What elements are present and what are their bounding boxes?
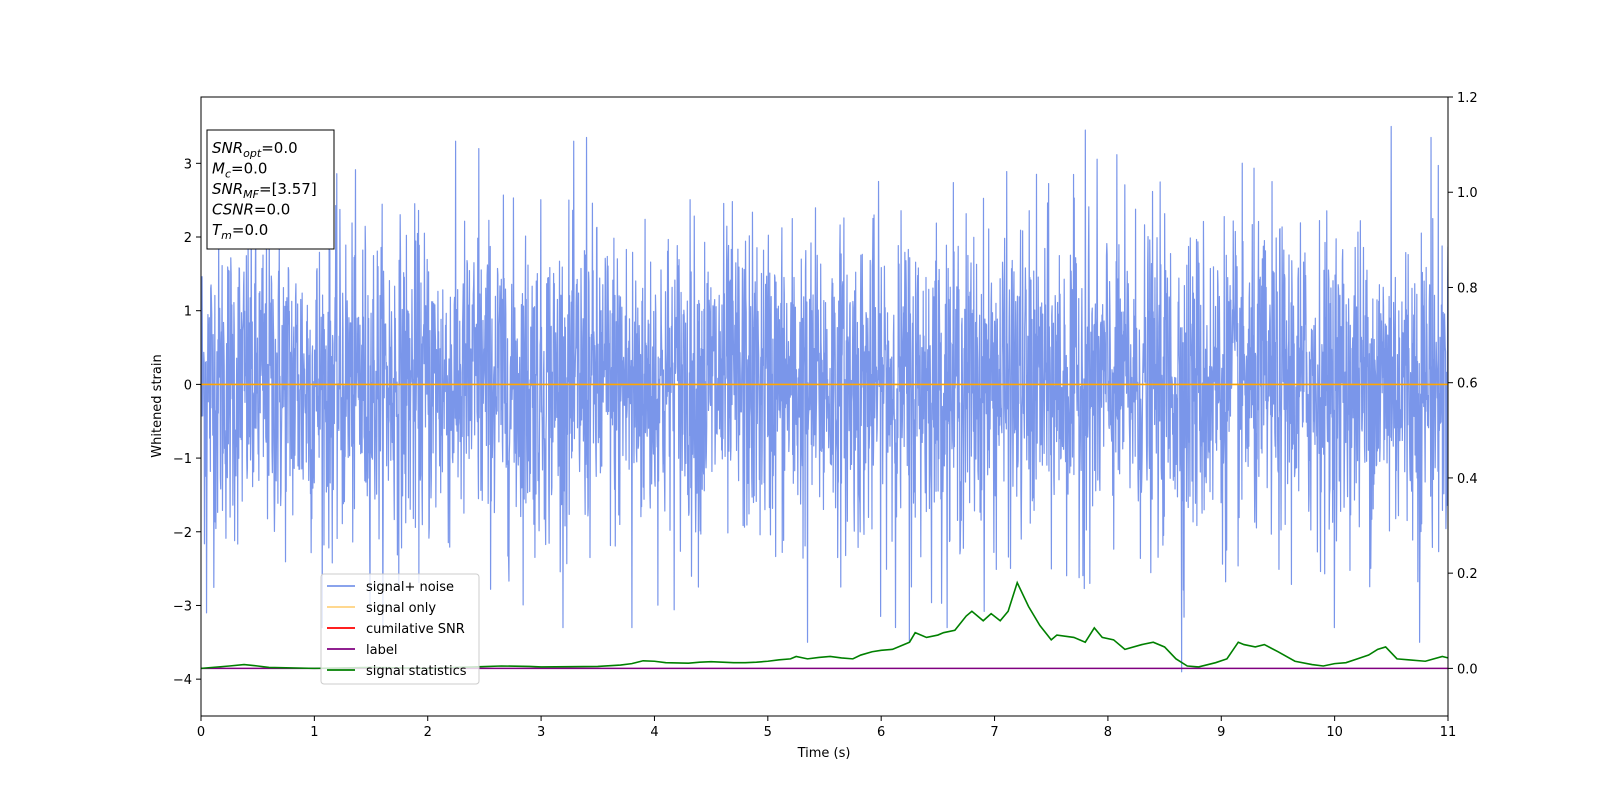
x-tick-label: 7 bbox=[990, 725, 998, 740]
legend-entry: label bbox=[366, 643, 397, 658]
x-tick-label: 4 bbox=[650, 725, 658, 740]
x-tick-label: 8 bbox=[1104, 725, 1112, 740]
x-tick-label: 1 bbox=[310, 725, 318, 740]
legend-entry: cumilative SNR bbox=[366, 622, 465, 637]
x-tick-label: 6 bbox=[877, 725, 885, 740]
y2-tick-label: 0.6 bbox=[1457, 377, 1478, 392]
legend-entry: signal+ noise bbox=[366, 580, 454, 595]
x-tick-label: 0 bbox=[197, 725, 205, 740]
y2-tick-label: 0.8 bbox=[1457, 281, 1478, 296]
y-tick-label: 0 bbox=[184, 378, 192, 393]
annotation-line: SNRopt=0.0 bbox=[212, 139, 298, 160]
series-signal-statistics bbox=[201, 580, 1448, 670]
y-tick-label: −1 bbox=[173, 452, 192, 467]
legend-frame bbox=[320, 573, 480, 685]
annotation-line: Tm=0.0 bbox=[212, 221, 268, 242]
annotation-line: CSNR=0.0 bbox=[212, 201, 290, 219]
x-tick-label: 2 bbox=[424, 725, 432, 740]
series-signal-noise bbox=[201, 125, 1448, 673]
annotation-frame bbox=[206, 129, 335, 250]
y-tick-label: 1 bbox=[184, 305, 192, 320]
y2-tick-label: 0.2 bbox=[1457, 567, 1478, 582]
plot-frame bbox=[200, 96, 1449, 717]
y2-tick-label: 1.0 bbox=[1457, 186, 1478, 201]
y-tick-label: −2 bbox=[173, 526, 192, 541]
annotation-line: SNRMF=[3.57] bbox=[212, 180, 317, 201]
x-tick-label: 3 bbox=[537, 725, 545, 740]
y-axis-right: 1.2 1.0 0.8 0.6 0.4 0.2 0.0 bbox=[1448, 91, 1478, 677]
x-tick-label: 10 bbox=[1326, 725, 1343, 740]
annotation-line: Mc=0.0 bbox=[212, 160, 267, 181]
x-tick-label: 9 bbox=[1217, 725, 1225, 740]
y-tick-label: 3 bbox=[184, 157, 192, 172]
y2-tick-label: 0.0 bbox=[1457, 662, 1478, 677]
y2-tick-label: 0.4 bbox=[1457, 472, 1478, 487]
y-axis-label: Whitened strain bbox=[150, 354, 165, 457]
x-tick-label: 11 bbox=[1440, 725, 1457, 740]
y-axis-left: 3 2 1 0 −1 −2 −3 −4 bbox=[173, 157, 201, 688]
x-axis: 0 1 2 3 4 5 6 7 8 9 10 11 bbox=[197, 716, 1456, 740]
legend-entry: signal only bbox=[366, 601, 436, 616]
y-tick-label: 2 bbox=[184, 231, 192, 246]
y2-tick-label: 1.2 bbox=[1457, 91, 1478, 106]
legend-entry: signal statistics bbox=[366, 664, 467, 679]
x-axis-label: Time (s) bbox=[797, 746, 851, 761]
y-tick-label: −4 bbox=[173, 673, 192, 688]
y-tick-label: −3 bbox=[173, 599, 192, 614]
legend: signal+ noise signal only cumilative SNR la… bbox=[320, 573, 480, 685]
x-tick-label: 5 bbox=[764, 725, 772, 740]
